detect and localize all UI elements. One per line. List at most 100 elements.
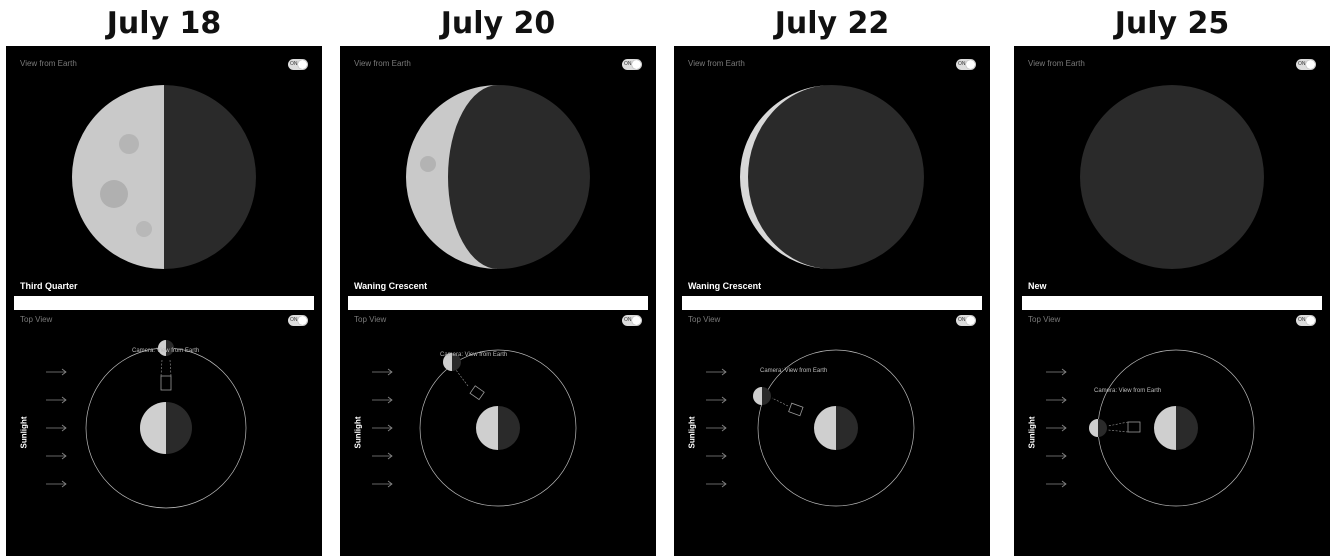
- view-toggle[interactable]: ON: [1296, 59, 1316, 70]
- panel-july-25: July 25 View from Earth ON New: [1014, 0, 1330, 556]
- divider: [1022, 296, 1322, 310]
- toggle-on-label: ON: [958, 61, 966, 67]
- moon-crater: [119, 134, 139, 154]
- toggle-on-label: ON: [624, 61, 632, 67]
- camera-view-cone: [1107, 421, 1129, 433]
- toggle-on-label: ON: [290, 61, 298, 67]
- sunlight-label: Sunlight: [19, 416, 29, 449]
- frame: View from Earth ON Third Quarter: [6, 46, 322, 556]
- moon-dark-side: [1080, 85, 1264, 269]
- phase-label: Waning Crescent: [688, 281, 762, 291]
- moon-lit: [1089, 419, 1098, 437]
- moon-orbit: [419, 349, 577, 507]
- view-from-earth-panel: View from Earth ON Waning Crescent: [348, 54, 648, 296]
- camera-label: Camera: View from Earth: [440, 352, 508, 358]
- panel-july-18: July 18 View from Earth ON Third Quarter: [6, 0, 322, 556]
- top-view-diagram: [372, 349, 577, 507]
- moon-lit: [443, 353, 452, 371]
- divider: [14, 296, 314, 310]
- toggle-knob: [966, 316, 975, 325]
- toggle-knob: [298, 316, 307, 325]
- camera-icon: [160, 375, 172, 391]
- top-view-panel: Top View ON Sunlight Camera: View from E…: [348, 310, 648, 556]
- earth-lit: [140, 402, 166, 454]
- toggle-knob: [298, 60, 307, 69]
- sunlight-label: Sunlight: [353, 416, 363, 449]
- date-label: July 18: [106, 6, 222, 41]
- top-view-toggle[interactable]: ON: [622, 315, 642, 326]
- toggle-on-label: ON: [1298, 61, 1306, 67]
- top-view-diagram: [706, 349, 915, 507]
- top-view-label: Top View: [20, 315, 53, 324]
- camera-view-cone: [771, 397, 789, 407]
- frame: View from Earth ON New: [1014, 46, 1330, 556]
- earth-lit: [1154, 406, 1176, 450]
- view-toggle[interactable]: ON: [288, 59, 308, 70]
- top-view-label: Top View: [1028, 315, 1061, 324]
- moon-lit-side: [406, 85, 498, 269]
- toggle-on-label: ON: [290, 317, 298, 323]
- top-view-toggle[interactable]: ON: [956, 315, 976, 326]
- date-label: July 25: [1114, 6, 1230, 41]
- camera-icon: [469, 385, 485, 401]
- phase-label: New: [1028, 281, 1047, 291]
- phase-label: Waning Crescent: [354, 281, 428, 291]
- moon-face: [72, 85, 256, 269]
- top-view-toggle[interactable]: ON: [288, 315, 308, 326]
- phase-label: Third Quarter: [20, 281, 78, 291]
- divider: [348, 296, 648, 310]
- moon-crater: [136, 221, 152, 237]
- moon-lit: [158, 340, 166, 356]
- divider: [682, 296, 982, 310]
- view-from-earth-panel: View from Earth ON New: [1022, 54, 1322, 296]
- toggle-on-label: ON: [624, 317, 632, 323]
- view-label: View from Earth: [1028, 59, 1085, 68]
- camera-view-cone: [160, 359, 172, 377]
- sunlight-arrows: [46, 368, 67, 488]
- frame: View from Earth ON Waning Crescent: [674, 46, 990, 556]
- view-label: View from Earth: [354, 59, 411, 68]
- camera-icon: [788, 402, 804, 417]
- view-toggle[interactable]: ON: [956, 59, 976, 70]
- frame: View from Earth ON Waning Crescent: [340, 46, 656, 556]
- toggle-knob: [1306, 60, 1315, 69]
- toggle-on-label: ON: [958, 317, 966, 323]
- earth-lit: [476, 406, 498, 450]
- moon-dark-side: [740, 85, 924, 269]
- top-view-label: Top View: [354, 315, 387, 324]
- view-label: View from Earth: [688, 59, 745, 68]
- view-label: View from Earth: [20, 59, 77, 68]
- moon-lit: [753, 387, 762, 405]
- moon-orbit: [757, 349, 915, 507]
- view-from-earth-panel: View from Earth ON Third Quarter: [14, 54, 314, 296]
- top-view-toggle[interactable]: ON: [1296, 315, 1316, 326]
- sunlight-arrows: [1046, 368, 1067, 488]
- view-from-earth-panel: View from Earth ON Waning Crescent: [682, 54, 982, 296]
- earth-lit: [814, 406, 836, 450]
- sunlight-label: Sunlight: [687, 416, 697, 449]
- moon-crater: [100, 180, 128, 208]
- camera-view-cone: [455, 369, 469, 387]
- camera-icon: [1127, 421, 1141, 433]
- top-view-panel: Top View ON Sunlight Camera: View from E…: [14, 310, 314, 556]
- panel-july-22: July 22 View from Earth ON Waning Cresce…: [674, 0, 990, 556]
- camera-label: Camera: View from Earth: [1094, 388, 1162, 394]
- camera-label: Camera: View from Earth: [760, 368, 828, 374]
- top-view-panel: Top View ON Sunlight Camera: View from E…: [1022, 310, 1322, 556]
- top-view-diagram: [46, 340, 247, 509]
- moon-lit-side: [72, 85, 164, 269]
- toggle-knob: [632, 60, 641, 69]
- moon-face: [740, 85, 924, 269]
- date-label: July 22: [774, 6, 890, 41]
- moon-face: [406, 85, 590, 269]
- moon-face: [1080, 85, 1264, 269]
- camera-label: Camera: View from Earth: [132, 348, 200, 354]
- toggle-knob: [632, 316, 641, 325]
- moon-crater: [420, 156, 436, 172]
- date-label: July 20: [440, 6, 556, 41]
- toggle-knob: [966, 60, 975, 69]
- sunlight-arrows: [372, 368, 393, 488]
- top-view-label: Top View: [688, 315, 721, 324]
- sunlight-arrows: [706, 368, 727, 488]
- view-toggle[interactable]: ON: [622, 59, 642, 70]
